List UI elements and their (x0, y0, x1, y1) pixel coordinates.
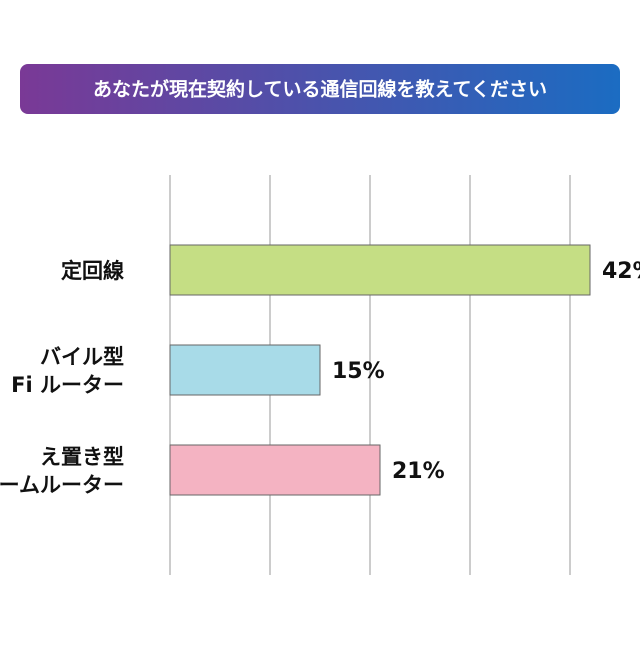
value-label: 15% (332, 359, 385, 384)
bar (169, 344, 321, 396)
bar (169, 444, 381, 496)
value-label: 21% (392, 459, 445, 484)
chart-title: あなたが現在契約している通信回線を教えてください (93, 78, 547, 101)
category-label: え置き型 (40, 445, 124, 469)
title-banner (20, 64, 620, 114)
category-label: Fi ルーター (11, 373, 124, 397)
category-label: バイル型 (40, 345, 124, 369)
bar (169, 244, 591, 296)
category-label: ームルーター (0, 473, 124, 497)
value-label: 42% (602, 259, 640, 284)
category-label: 定回線 (61, 259, 124, 283)
